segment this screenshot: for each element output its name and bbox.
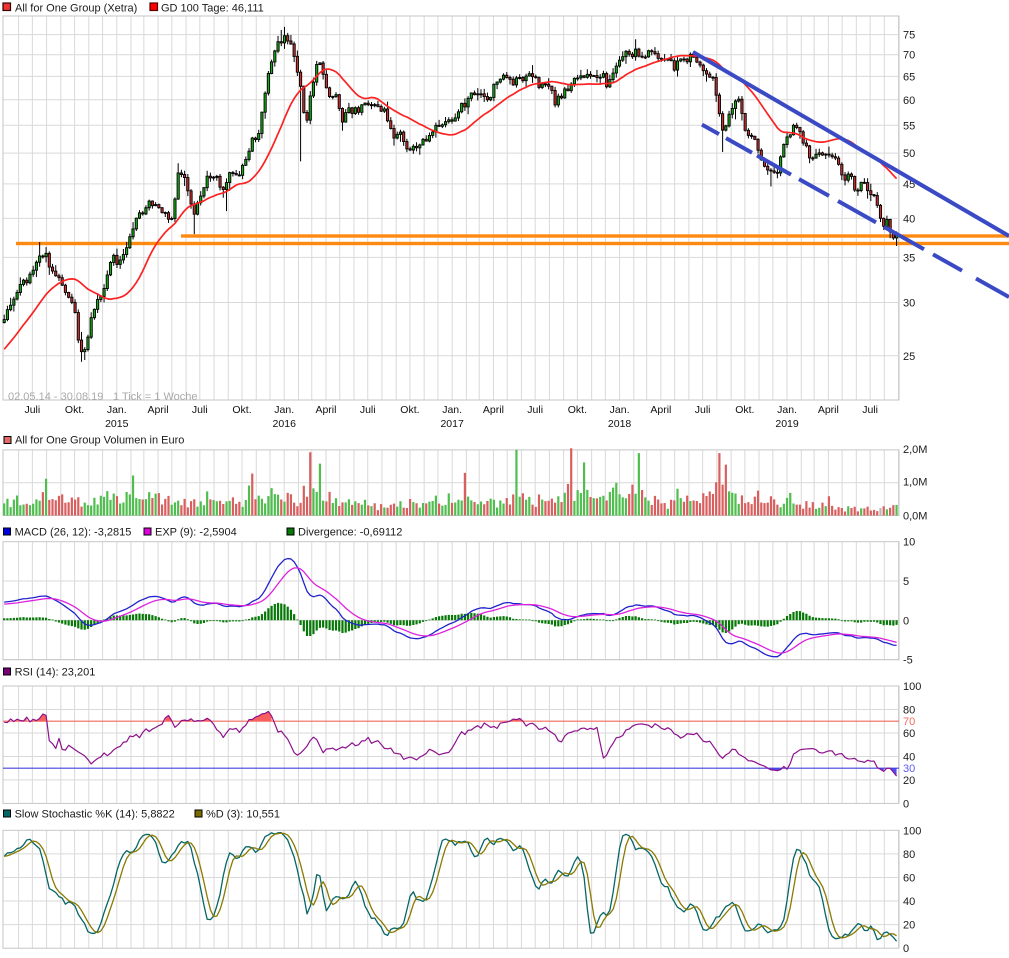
svg-text:Jan.: Jan. xyxy=(777,404,797,416)
svg-text:Juli: Juli xyxy=(695,404,711,416)
svg-text:Juli: Juli xyxy=(527,404,543,416)
svg-text:40: 40 xyxy=(903,896,915,908)
svg-text:55: 55 xyxy=(903,120,915,132)
svg-text:60: 60 xyxy=(903,95,915,107)
svg-text:%D (3): 10,551: %D (3): 10,551 xyxy=(206,809,280,821)
svg-text:Divergence: -0,69112: Divergence: -0,69112 xyxy=(298,527,402,539)
svg-text:Juli: Juli xyxy=(862,404,878,416)
svg-text:0: 0 xyxy=(903,615,909,627)
svg-text:100: 100 xyxy=(903,825,921,837)
svg-text:20: 20 xyxy=(903,920,915,932)
svg-text:80: 80 xyxy=(903,704,915,716)
svg-text:70: 70 xyxy=(903,716,915,728)
svg-text:5: 5 xyxy=(903,576,909,588)
svg-text:Jan.: Jan. xyxy=(107,404,127,416)
svg-text:2019: 2019 xyxy=(775,418,799,430)
svg-text:Juli: Juli xyxy=(360,404,376,416)
svg-text:Okt.: Okt. xyxy=(65,404,84,416)
svg-text:2017: 2017 xyxy=(440,418,464,430)
svg-text:All for One Group Volumen in E: All for One Group Volumen in Euro xyxy=(15,435,184,447)
svg-text:25: 25 xyxy=(903,351,915,363)
svg-text:-5: -5 xyxy=(903,655,913,667)
svg-text:Slow Stochastic %K (14): 5,882: Slow Stochastic %K (14): 5,8822 xyxy=(15,809,175,821)
svg-text:GD 100 Tage: 46,111: GD 100 Tage: 46,111 xyxy=(161,3,264,15)
svg-text:April: April xyxy=(650,404,671,416)
svg-text:April: April xyxy=(483,404,504,416)
svg-text:2016: 2016 xyxy=(273,418,297,430)
svg-text:40: 40 xyxy=(903,213,915,225)
svg-text:2015: 2015 xyxy=(105,418,129,430)
svg-text:100: 100 xyxy=(903,681,921,693)
svg-text:35: 35 xyxy=(903,252,915,264)
svg-text:April: April xyxy=(315,404,336,416)
svg-text:30: 30 xyxy=(903,763,915,775)
svg-text:02.05.14 - 30.08.19: 02.05.14 - 30.08.19 xyxy=(8,391,103,403)
svg-text:1,0M: 1,0M xyxy=(903,477,927,489)
svg-text:All for One Group (Xetra): All for One Group (Xetra) xyxy=(15,3,137,15)
svg-text:70: 70 xyxy=(903,50,915,62)
svg-text:75: 75 xyxy=(903,30,915,42)
svg-text:April: April xyxy=(818,404,839,416)
svg-text:65: 65 xyxy=(903,71,915,83)
svg-text:Okt.: Okt. xyxy=(232,404,251,416)
svg-text:Okt.: Okt. xyxy=(400,404,419,416)
svg-text:MACD (26, 12): -3,2815: MACD (26, 12): -3,2815 xyxy=(15,527,132,539)
svg-text:EXP (9): -2,5904: EXP (9): -2,5904 xyxy=(155,527,237,539)
svg-text:20: 20 xyxy=(903,775,915,787)
svg-text:Juli: Juli xyxy=(192,404,208,416)
svg-text:April: April xyxy=(148,404,169,416)
svg-text:1 Tick = 1 Woche: 1 Tick = 1 Woche xyxy=(113,391,197,403)
svg-text:30: 30 xyxy=(903,297,915,309)
svg-text:40: 40 xyxy=(903,751,915,763)
svg-text:80: 80 xyxy=(903,849,915,861)
svg-text:Okt.: Okt. xyxy=(568,404,587,416)
svg-text:0: 0 xyxy=(903,943,909,955)
svg-text:Jan.: Jan. xyxy=(610,404,630,416)
svg-text:RSI (14): 23,201: RSI (14): 23,201 xyxy=(15,667,96,679)
svg-text:60: 60 xyxy=(903,872,915,884)
svg-text:0,0M: 0,0M xyxy=(903,510,927,522)
svg-text:2,0M: 2,0M xyxy=(903,444,927,456)
svg-text:Juli: Juli xyxy=(24,404,40,416)
svg-text:Okt.: Okt. xyxy=(735,404,754,416)
svg-text:Jan.: Jan. xyxy=(442,404,462,416)
svg-text:50: 50 xyxy=(903,148,915,160)
svg-text:0: 0 xyxy=(903,798,909,810)
svg-text:2018: 2018 xyxy=(608,418,632,430)
svg-text:Jan.: Jan. xyxy=(274,404,294,416)
svg-text:60: 60 xyxy=(903,728,915,740)
svg-text:10: 10 xyxy=(903,537,915,549)
